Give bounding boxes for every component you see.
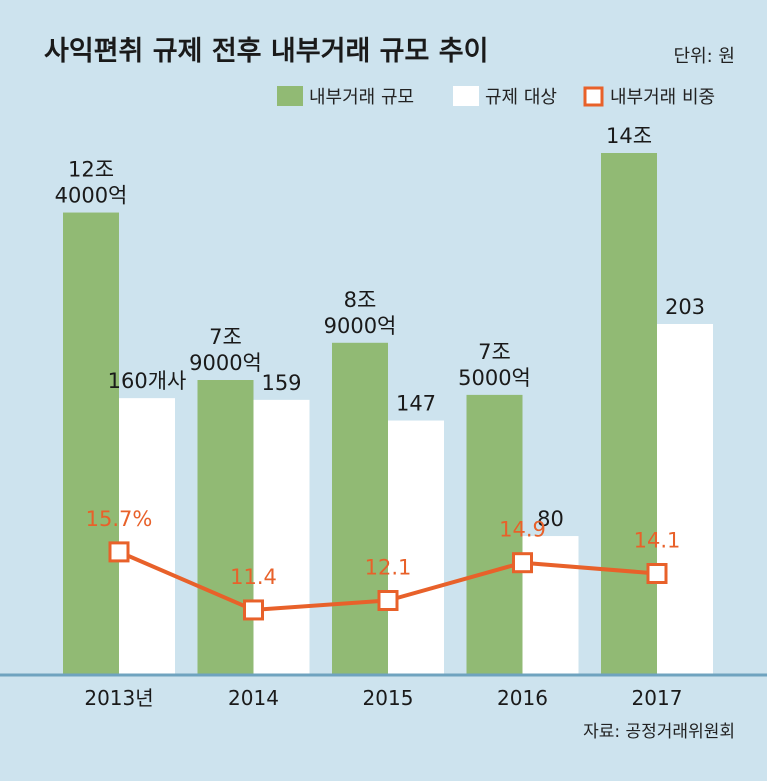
share-label-2: 12.1 (365, 556, 412, 580)
bar-target-4 (657, 324, 713, 674)
bar-label-target-0: 160개사 (108, 369, 187, 393)
bar-label-volume-3: 5000억 (458, 366, 531, 390)
line-group (108, 541, 668, 621)
bar-label-volume-0: 4000억 (55, 184, 128, 208)
bars-group (63, 153, 713, 675)
share-label-3: 14.9 (499, 518, 546, 542)
legend-swatch-target (453, 86, 479, 106)
legend-label-volume: 내부거래 규모 (309, 87, 414, 108)
share-marker-4 (646, 563, 668, 584)
share-label-4: 14.1 (634, 529, 681, 553)
bar-label-volume-3: 7조 (478, 340, 511, 364)
bar-volume-0 (63, 212, 119, 675)
bar-label-volume-2: 9000억 (324, 314, 397, 338)
bar-label-target-2: 147 (396, 392, 436, 416)
bar-target-1 (253, 399, 310, 674)
bar-volume-2 (332, 342, 388, 674)
bar-label-volume-2: 8조 (344, 288, 377, 312)
legend-swatch-share (583, 86, 604, 107)
legend-swatch-volume (277, 86, 303, 106)
share-marker-0 (108, 541, 130, 563)
unit-label: 단위: 원 (674, 46, 735, 67)
x-ticks: 2013년 2014 2015 2016 2017 (84, 686, 682, 710)
bar-volume-4 (601, 153, 657, 674)
share-marker-3 (512, 552, 533, 574)
bar-target-2 (388, 420, 444, 674)
x-tick-0: 2013년 (84, 686, 153, 710)
source-label: 자료: 공정거래위원회 (583, 722, 735, 742)
x-tick-4: 2017 (632, 686, 683, 710)
x-tick-1: 2014 (228, 686, 279, 710)
bar-label-target-4: 203 (665, 295, 705, 319)
legend: 내부거래 규모 규제 대상 내부거래 비중 (277, 86, 715, 108)
legend-label-target: 규제 대상 (485, 87, 557, 108)
bar-volume-1 (197, 380, 254, 674)
bar-target-0 (119, 398, 175, 674)
share-marker-2 (377, 590, 399, 611)
bar-volume-3 (466, 394, 523, 674)
x-tick-2: 2015 (363, 686, 414, 710)
bar-label-volume-1: 9000억 (189, 351, 262, 375)
bar-label-volume-4: 14조 (606, 124, 652, 148)
bar-label-volume-1: 7조 (209, 325, 242, 349)
chart-title: 사익편취 규제 전후 내부거래 규모 추이 (44, 36, 488, 67)
share-marker-1 (243, 599, 264, 621)
share-label-0: 15.7% (86, 507, 153, 531)
labels-group: 12조4000억160개사7조9000억1598조9000억1477조5000억… (55, 124, 705, 589)
legend-label-share: 내부거래 비중 (610, 87, 715, 108)
bar-label-target-3: 80 (537, 507, 564, 531)
bar-label-target-1: 159 (261, 371, 301, 395)
share-label-1: 11.4 (230, 565, 277, 589)
x-tick-3: 2016 (497, 686, 548, 710)
bar-label-volume-0: 12조 (68, 158, 114, 182)
